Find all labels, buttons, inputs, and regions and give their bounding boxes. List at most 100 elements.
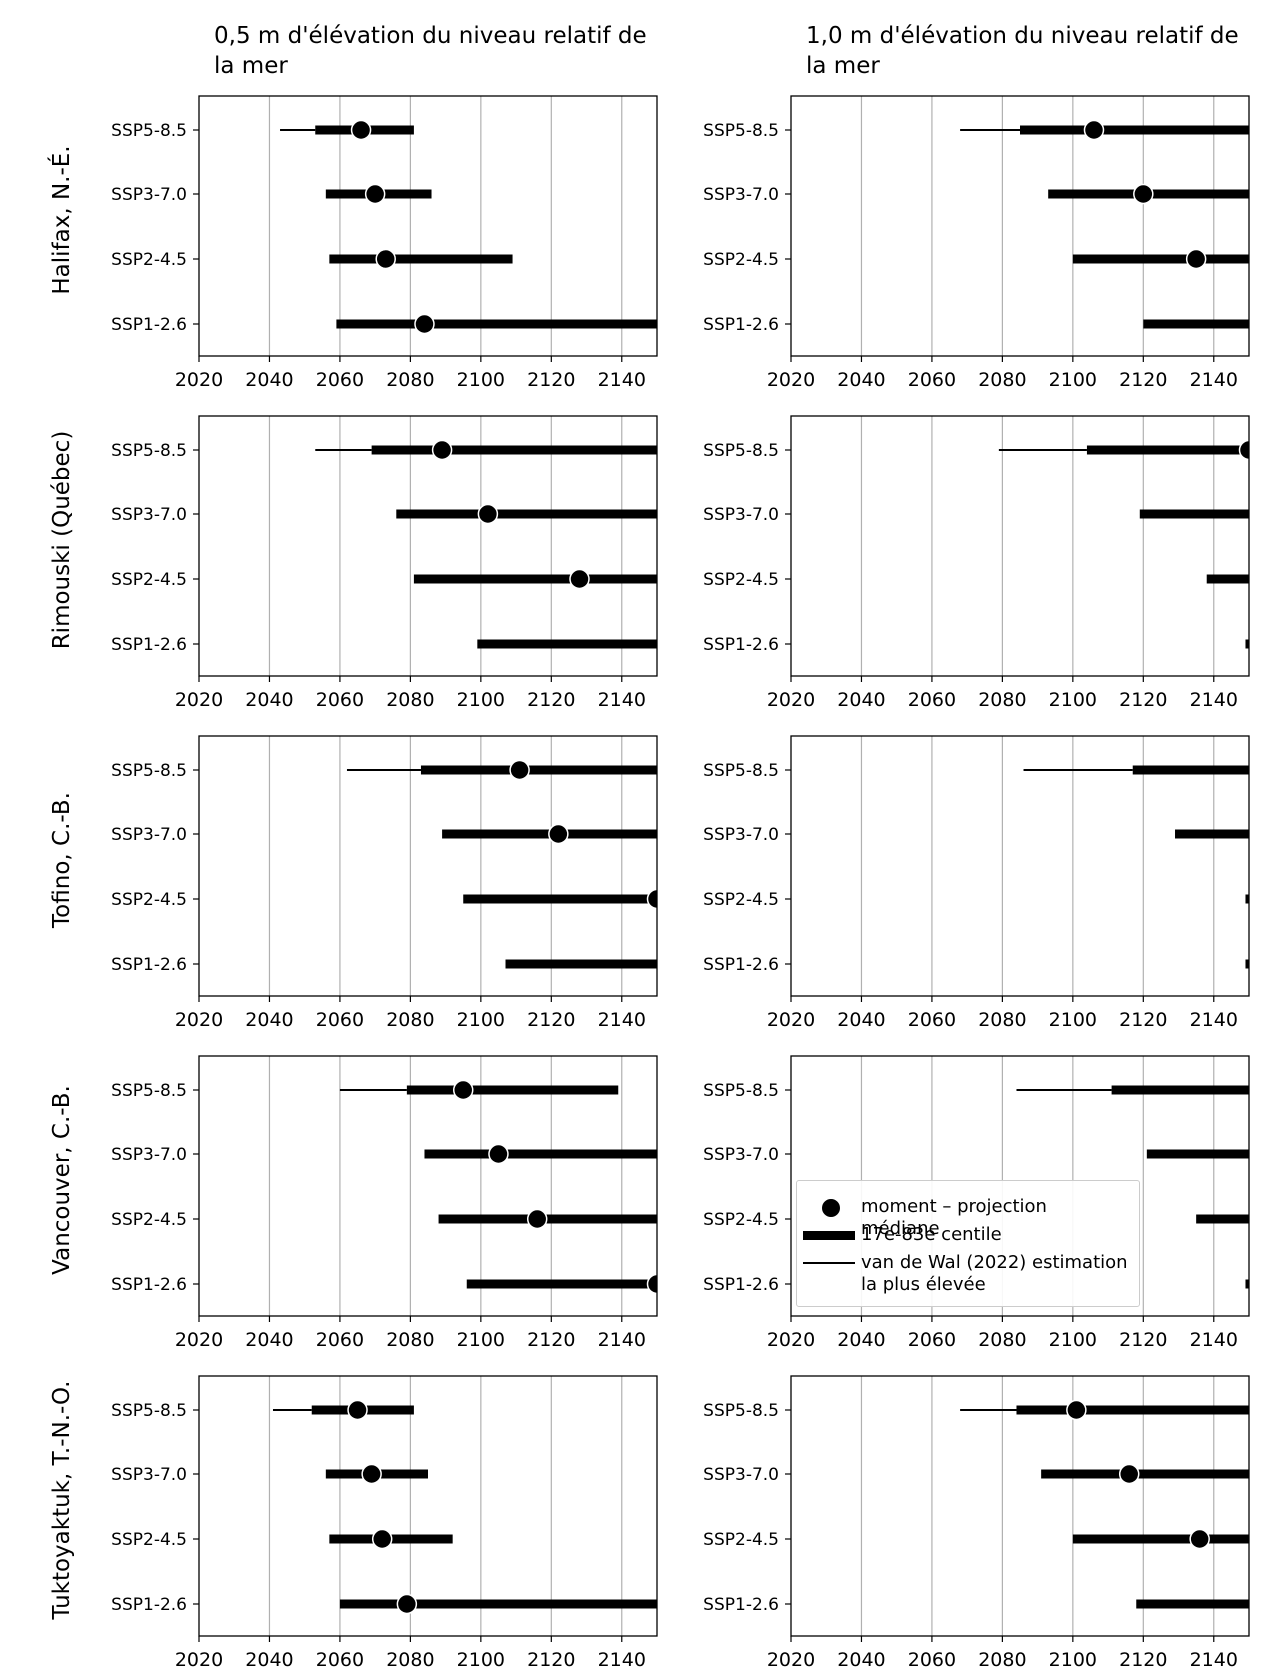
- x-tick-label: 2040: [837, 1009, 885, 1031]
- x-tick-label: 2080: [386, 369, 434, 391]
- x-tick-label: 2100: [1049, 689, 1097, 711]
- x-tick-label: 2080: [386, 689, 434, 711]
- y-tick-label: SSP5-8.5: [111, 121, 187, 141]
- legend-label-likely: 17e-83e centile: [861, 1224, 1002, 1245]
- x-tick-label: 2140: [1190, 1329, 1238, 1351]
- legend-dot-icon: [797, 1196, 861, 1218]
- median-dot: [569, 568, 590, 590]
- x-tick-label: 2120: [1119, 1009, 1167, 1031]
- panel-data: [272, 1399, 657, 1615]
- x-tick-label: 2040: [245, 1649, 293, 1671]
- x-tick-label: 2020: [767, 1329, 815, 1351]
- panel-2-1: SSP5-8.5 SSP3-7.0 SSP2-4.5 SSP1-2.6 2020 2040…: [703, 735, 1250, 1031]
- median-dot: [350, 119, 372, 141]
- y-tick-label: SSP1-2.6: [703, 955, 779, 975]
- legend-item-median: moment – projection médiane: [797, 1196, 1131, 1240]
- x-tick-label: 2020: [767, 369, 815, 391]
- y-tick-label: SSP5-8.5: [703, 121, 779, 141]
- x-tick-label: 2060: [316, 1649, 364, 1671]
- x-tick-label: 2080: [978, 1009, 1026, 1031]
- y-tick-label: SSP5-8.5: [703, 1081, 779, 1101]
- y-tick-label: SSP3-7.0: [703, 1145, 779, 1165]
- median-dot: [1118, 1463, 1140, 1485]
- x-tick-label: 2140: [1190, 369, 1238, 391]
- x-tick-label: 2080: [978, 689, 1026, 711]
- axes-frame: [790, 1055, 1250, 1317]
- x-tick-label: 2060: [908, 369, 956, 391]
- median-dot: [477, 503, 499, 525]
- y-tick-label: SSP2-4.5: [703, 1210, 779, 1230]
- median-dot: [347, 1399, 368, 1421]
- panel-data: [346, 759, 657, 969]
- panel-data: [1023, 765, 1249, 969]
- median-dot: [646, 1273, 657, 1295]
- x-tick-label: 2060: [316, 369, 364, 391]
- legend-thick-line-icon: [797, 1224, 861, 1246]
- x-tick-label: 2080: [386, 1009, 434, 1031]
- x-tick-label: 2040: [837, 689, 885, 711]
- y-tick-label: SSP2-4.5: [703, 1530, 779, 1550]
- panel-data: [998, 439, 1249, 649]
- x-tick-label: 2040: [245, 369, 293, 391]
- x-tick-label: 2100: [457, 1649, 505, 1671]
- median-dot: [1238, 439, 1249, 461]
- x-tick-label: 2080: [386, 1329, 434, 1351]
- axes-frame: [198, 95, 658, 357]
- x-tick-label: 2020: [767, 1649, 815, 1671]
- median-dot: [526, 1208, 548, 1230]
- x-tick-label: 2140: [598, 1009, 646, 1031]
- x-tick-label: 2120: [1119, 689, 1167, 711]
- panel-0-0: SSP5-8.5 SSP3-7.0 SSP2-4.5 SSP1-2.6 2020 2040…: [111, 95, 658, 391]
- legend-thin-line-icon: [797, 1252, 861, 1274]
- x-tick-label: 2020: [175, 369, 223, 391]
- x-tick-label: 2140: [1190, 689, 1238, 711]
- y-tick-label: SSP1-2.6: [703, 1275, 779, 1295]
- y-tick-label: SSP3-7.0: [703, 185, 779, 205]
- panel-1-0: SSP5-8.5 SSP3-7.0 SSP2-4.5 SSP1-2.6 2020 2040…: [111, 415, 658, 711]
- panel-data: [339, 1079, 657, 1295]
- panel-data: [280, 119, 657, 335]
- axes-frame: [198, 735, 658, 997]
- x-tick-label: 2140: [598, 1649, 646, 1671]
- median-dot: [509, 759, 530, 781]
- x-tick-label: 2080: [978, 1329, 1026, 1351]
- x-tick-label: 2100: [457, 1329, 505, 1351]
- legend: moment – projection médiane 17e-83e cent…: [796, 1180, 1140, 1307]
- x-tick-label: 2100: [1049, 369, 1097, 391]
- x-tick-label: 2120: [527, 1649, 575, 1671]
- y-tick-label: SSP1-2.6: [111, 635, 187, 655]
- y-tick-label: SSP2-4.5: [703, 250, 779, 270]
- median-dot: [396, 1593, 418, 1615]
- x-tick-label: 2060: [908, 1329, 956, 1351]
- y-tick-label: SSP3-7.0: [703, 505, 779, 525]
- y-tick-label: SSP3-7.0: [703, 825, 779, 845]
- median-dot: [375, 248, 396, 270]
- y-tick-label: SSP5-8.5: [703, 1401, 779, 1421]
- median-dot: [1185, 248, 1207, 270]
- y-tick-label: SSP5-8.5: [703, 441, 779, 461]
- axes-frame: [198, 1055, 658, 1317]
- x-tick-label: 2140: [598, 369, 646, 391]
- x-tick-label: 2100: [457, 1009, 505, 1031]
- panel-0-1: SSP5-8.5 SSP3-7.0 SSP2-4.5 SSP1-2.6 2020 2040…: [703, 95, 1250, 391]
- y-tick-label: SSP3-7.0: [111, 1465, 187, 1485]
- y-tick-label: SSP2-4.5: [703, 570, 779, 590]
- y-tick-label: SSP5-8.5: [111, 441, 187, 461]
- y-tick-label: SSP2-4.5: [111, 1210, 187, 1230]
- x-tick-label: 2040: [837, 1649, 885, 1671]
- x-tick-label: 2080: [978, 1649, 1026, 1671]
- median-dot: [548, 823, 569, 845]
- x-tick-label: 2040: [837, 369, 885, 391]
- axes-frame: [790, 735, 1250, 997]
- y-tick-label: SSP3-7.0: [111, 185, 187, 205]
- median-dot: [1133, 183, 1154, 205]
- x-tick-label: 2020: [175, 689, 223, 711]
- x-tick-label: 2140: [1190, 1649, 1238, 1671]
- median-dot: [1066, 1399, 1087, 1421]
- y-tick-label: SSP3-7.0: [111, 825, 187, 845]
- axes-frame: [790, 95, 1250, 357]
- x-tick-label: 2140: [1190, 1009, 1238, 1031]
- panel-3-1: SSP5-8.5 SSP3-7.0 SSP2-4.5 SSP1-2.6 2020 2040…: [703, 1055, 1250, 1351]
- x-tick-label: 2060: [316, 1329, 364, 1351]
